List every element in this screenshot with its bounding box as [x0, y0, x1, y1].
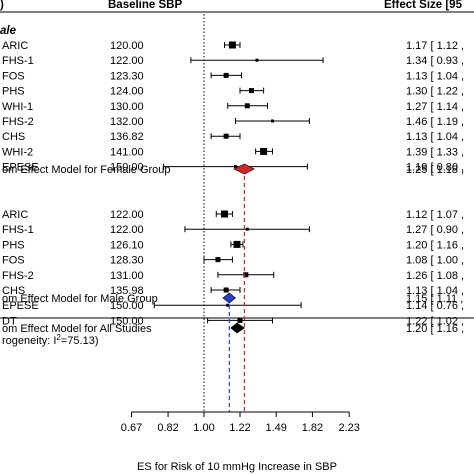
point-marker-male-4: [243, 272, 249, 278]
study-name-male-1: FHS-1: [2, 224, 34, 236]
study-name-male-0: ARIC: [2, 209, 28, 221]
study-name-male-6: EPESE: [2, 300, 39, 312]
study-sbp-female-2: 123.30: [110, 70, 144, 82]
study-ci-female-8: 1.19 [ 0.80 ,: [406, 162, 464, 174]
point-marker-male-5: [223, 287, 229, 293]
point-marker-female-0: [228, 41, 236, 49]
study-ci-female-6: 1.13 [ 1.04 ,: [406, 131, 464, 143]
study-name-female-5: FHS-2: [2, 116, 34, 128]
study-sbp-female-7: 141.00: [110, 146, 144, 158]
study-name-male-4: FHS-2: [2, 270, 34, 282]
x-tick-label-6: 2.23: [338, 422, 359, 434]
study-name-female-7: WHI-2: [2, 146, 33, 158]
header-effect-size: Effect Size [95: [384, 0, 463, 11]
study-name-female-6: CHS: [2, 131, 25, 143]
study-ci-male-5: 1.13 [ 1.04 ,: [406, 285, 464, 297]
study-sbp-female-5: 132.00: [110, 116, 144, 128]
summary-label-male: om Effect Model for Male Group: [2, 293, 158, 305]
study-ci-male-6: 1.14 [ 0.76 ,: [406, 300, 464, 312]
point-marker-female-4: [244, 103, 250, 109]
study-sbp-female-8: 150.00: [110, 162, 144, 174]
study-name-female-2: FOS: [2, 70, 25, 82]
study-ci-male-0: 1.12 [ 1.07 ,: [406, 209, 464, 221]
header-stub: ): [0, 0, 4, 11]
study-name-female-4: WHI-1: [2, 101, 33, 113]
study-ci-female-3: 1.30 [ 1.22 ,: [406, 86, 464, 98]
study-name-male-7: DT: [2, 315, 17, 327]
x-tick-label-5: 1.82: [302, 422, 323, 434]
study-name-female-0: ARIC: [2, 40, 28, 52]
study-name-male-5: CHS: [2, 285, 25, 297]
study-sbp-male-6: 150.00: [110, 300, 144, 312]
study-name-male-3: FOS: [2, 255, 25, 267]
study-sbp-female-0: 120.00: [110, 40, 144, 52]
point-marker-female-3: [248, 88, 254, 94]
study-sbp-male-4: 131.00: [110, 270, 144, 282]
point-marker-male-2: [233, 240, 241, 248]
x-tick-label-1: 0.82: [157, 422, 178, 434]
study-ci-male-1: 1.27 [ 0.90 ,: [406, 224, 464, 236]
point-marker-male-7: [237, 317, 243, 323]
point-marker-male-3: [215, 257, 221, 263]
study-ci-female-4: 1.27 [ 1.14 ,: [406, 101, 464, 113]
summary-ci-male: 1.15 [ 1.11 ,: [406, 293, 463, 305]
point-marker-male-1: [245, 227, 249, 231]
study-name-female-8: EPESE: [2, 162, 39, 174]
summary-ci-overall: 1.20 [ 1.16 ,: [406, 323, 464, 335]
group-label-female: ale: [0, 25, 17, 37]
study-name-female-3: PHS: [2, 86, 25, 98]
study-ci-female-0: 1.17 [ 1.12 ,: [406, 40, 464, 52]
point-marker-female-7: [260, 147, 268, 155]
study-ci-female-5: 1.46 [ 1.19 ,: [406, 116, 464, 128]
x-tick-label-0: 0.67: [121, 422, 142, 434]
summary-ci-female: 1.25 [ 1.18 ,: [406, 164, 464, 176]
study-ci-male-4: 1.26 [ 1.08 ,: [406, 270, 464, 282]
study-sbp-male-0: 122.00: [110, 209, 144, 221]
study-ci-female-1: 1.34 [ 0.93 ,: [406, 55, 464, 67]
point-marker-female-2: [223, 72, 229, 78]
study-ci-female-2: 1.13 [ 1.04 ,: [406, 70, 464, 82]
study-name-male-2: PHS: [2, 239, 25, 251]
point-marker-female-5: [271, 119, 275, 123]
x-tick-label-3: 1.22: [229, 422, 250, 434]
study-sbp-female-1: 122.00: [110, 55, 144, 67]
study-ci-female-7: 1.39 [ 1.33 ,: [406, 146, 464, 158]
study-sbp-male-2: 126.10: [110, 239, 144, 251]
study-sbp-male-7: 150.00: [110, 315, 144, 327]
x-tick-label-2: 1.00: [193, 422, 214, 434]
study-sbp-male-1: 122.00: [110, 224, 144, 236]
study-sbp-male-3: 128.30: [110, 255, 144, 267]
study-ci-male-7: 1.22 [ 1.02 ,: [406, 315, 464, 327]
point-marker-female-8: [233, 165, 237, 169]
study-sbp-female-4: 130.00: [110, 101, 144, 113]
study-sbp-male-5: 135.98: [110, 285, 144, 297]
study-ci-male-3: 1.08 [ 1.00 ,: [406, 255, 464, 267]
study-sbp-female-6: 136.82: [110, 131, 144, 143]
summary-diamond-overall: [230, 322, 245, 334]
study-sbp-female-3: 124.00: [110, 86, 144, 98]
header-baseline-sbp: Baseline SBP: [108, 0, 182, 11]
study-ci-male-2: 1.20 [ 1.16 ,: [406, 239, 464, 251]
point-marker-female-1: [255, 58, 259, 62]
point-marker-male-0: [221, 210, 229, 218]
study-name-female-1: FHS-1: [2, 55, 34, 67]
point-marker-male-6: [226, 303, 230, 307]
summary-label-female: om Effect Model for Female Group: [2, 164, 171, 176]
heterogeneity-label: rogeneity: I2=75.13): [2, 333, 99, 347]
summary-label-overall: om Effect Model for All Studies: [2, 323, 152, 335]
point-marker-female-6: [223, 133, 229, 139]
x-axis-label: ES for Risk of 10 mmHg Increase in SBP: [137, 461, 337, 473]
x-tick-label-4: 1.49: [265, 422, 286, 434]
